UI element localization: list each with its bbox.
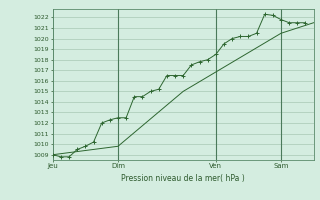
X-axis label: Pression niveau de la mer( hPa ): Pression niveau de la mer( hPa ) [121,174,245,183]
